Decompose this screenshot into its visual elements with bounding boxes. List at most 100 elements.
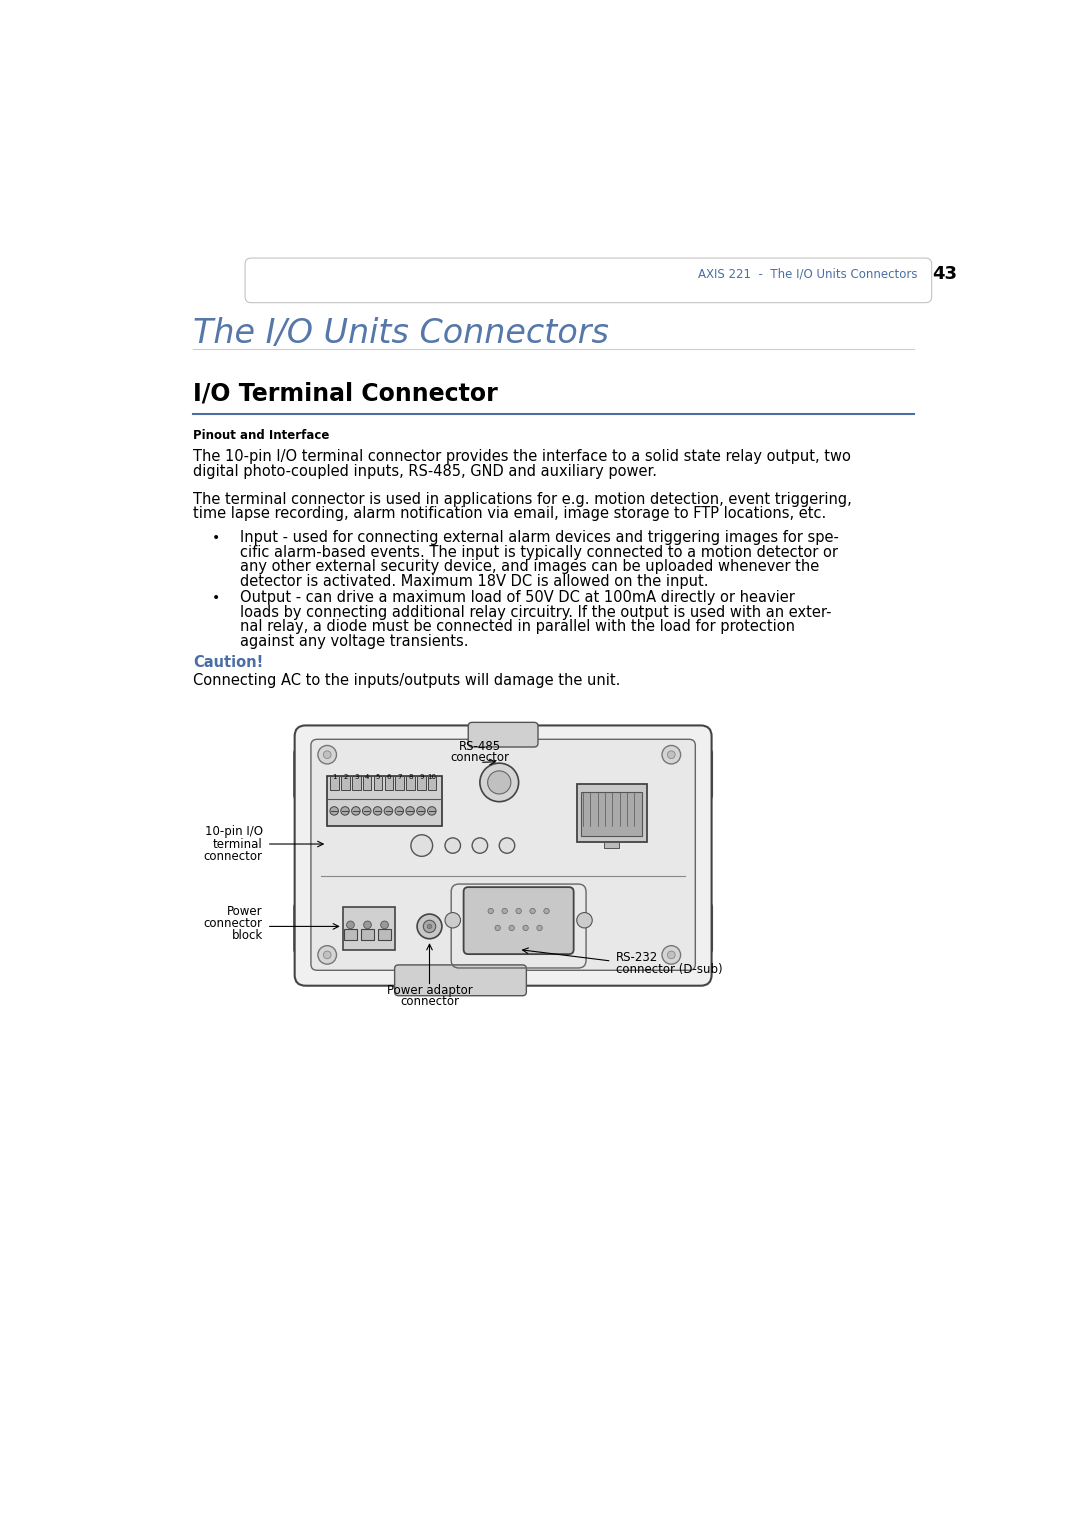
Circle shape (406, 807, 415, 814)
Text: Power: Power (227, 905, 262, 917)
Text: connector: connector (400, 995, 459, 1007)
Circle shape (410, 834, 433, 856)
FancyBboxPatch shape (688, 749, 713, 799)
Circle shape (509, 926, 514, 931)
FancyBboxPatch shape (311, 740, 696, 970)
Circle shape (364, 921, 372, 929)
Bar (352, 776, 361, 790)
Bar (345, 929, 356, 940)
Circle shape (530, 908, 536, 914)
Circle shape (417, 914, 442, 938)
FancyBboxPatch shape (245, 258, 932, 303)
Circle shape (323, 750, 332, 758)
Text: •: • (213, 530, 220, 544)
Text: 6: 6 (387, 775, 391, 779)
Bar (378, 929, 391, 940)
Text: digital photo-coupled inputs, RS-485, GND and auxiliary power.: digital photo-coupled inputs, RS-485, GN… (193, 465, 657, 478)
Bar (341, 776, 350, 790)
Circle shape (544, 908, 550, 914)
Text: connector: connector (450, 752, 510, 764)
Bar (384, 776, 393, 790)
Circle shape (662, 946, 680, 964)
FancyBboxPatch shape (463, 888, 573, 953)
Bar (342, 908, 395, 949)
Bar (327, 776, 442, 827)
Bar (428, 776, 436, 790)
Bar (363, 776, 372, 790)
FancyBboxPatch shape (469, 723, 538, 747)
Circle shape (667, 750, 675, 758)
Circle shape (445, 912, 460, 927)
Text: •: • (213, 591, 220, 605)
Text: 5: 5 (376, 775, 380, 779)
Text: terminal: terminal (213, 837, 262, 851)
Text: cific alarm-based events. The input is typically connected to a motion detector : cific alarm-based events. The input is t… (240, 544, 838, 559)
FancyBboxPatch shape (295, 726, 712, 986)
Text: 10-pin I/O: 10-pin I/O (205, 825, 262, 839)
Text: 10: 10 (428, 775, 436, 779)
Circle shape (667, 950, 675, 958)
Text: 2: 2 (343, 775, 348, 779)
Circle shape (318, 746, 337, 764)
Circle shape (488, 908, 494, 914)
Text: I/O Terminal Connector: I/O Terminal Connector (193, 382, 498, 405)
Text: 8: 8 (408, 775, 413, 779)
Text: connector: connector (204, 917, 262, 931)
Circle shape (417, 807, 426, 814)
Text: block: block (231, 929, 262, 943)
Text: The 10-pin I/O terminal connector provides the interface to a solid state relay : The 10-pin I/O terminal connector provid… (193, 449, 851, 465)
Text: against any voltage transients.: against any voltage transients. (240, 634, 468, 649)
Text: Caution!: Caution! (193, 656, 264, 669)
Circle shape (523, 926, 528, 931)
Bar (406, 776, 415, 790)
Text: AXIS 221  -  The I/O Units Connectors: AXIS 221 - The I/O Units Connectors (699, 267, 918, 281)
Circle shape (318, 946, 337, 964)
Circle shape (352, 807, 360, 814)
Bar (395, 776, 404, 790)
Circle shape (323, 950, 332, 958)
Text: The I/O Units Connectors: The I/O Units Connectors (193, 316, 609, 350)
Bar (604, 842, 619, 848)
Circle shape (445, 837, 460, 853)
Circle shape (488, 770, 511, 795)
Text: Power adaptor: Power adaptor (387, 984, 472, 996)
Text: 7: 7 (397, 775, 402, 779)
Bar (330, 776, 339, 790)
Text: Pinout and Interface: Pinout and Interface (193, 429, 329, 442)
Bar (577, 784, 647, 842)
Text: Connecting AC to the inputs/outputs will damage the unit.: Connecting AC to the inputs/outputs will… (193, 674, 621, 688)
Circle shape (428, 807, 436, 814)
Circle shape (472, 837, 488, 853)
Text: connector (D-sub): connector (D-sub) (616, 963, 723, 976)
FancyBboxPatch shape (294, 749, 319, 799)
Text: nal relay, a diode must be connected in parallel with the load for protection: nal relay, a diode must be connected in … (240, 619, 795, 634)
Circle shape (423, 920, 435, 932)
Circle shape (577, 912, 592, 927)
Bar (362, 929, 374, 940)
Circle shape (516, 908, 522, 914)
Text: RS-232: RS-232 (616, 950, 658, 964)
Text: RS-485: RS-485 (459, 741, 501, 753)
Circle shape (374, 807, 382, 814)
Text: detector is activated. Maximum 18V DC is allowed on the input.: detector is activated. Maximum 18V DC is… (240, 575, 708, 588)
FancyBboxPatch shape (688, 903, 713, 953)
Bar (581, 792, 642, 836)
Circle shape (480, 762, 518, 802)
Text: Output - can drive a maximum load of 50V DC at 100mA directly or heavier: Output - can drive a maximum load of 50V… (240, 590, 795, 605)
Circle shape (499, 837, 515, 853)
Bar (374, 776, 382, 790)
Text: connector: connector (204, 850, 262, 863)
Text: Input - used for connecting external alarm devices and triggering images for spe: Input - used for connecting external ala… (240, 530, 838, 545)
Circle shape (380, 921, 389, 929)
Circle shape (363, 807, 372, 814)
Text: time lapse recording, alarm notification via email, image storage to FTP locatio: time lapse recording, alarm notification… (193, 506, 826, 521)
Text: 3: 3 (354, 775, 359, 779)
Circle shape (347, 921, 354, 929)
Text: loads by connecting additional relay circuitry. If the output is used with an ex: loads by connecting additional relay cir… (240, 605, 832, 620)
FancyBboxPatch shape (394, 964, 526, 996)
Circle shape (495, 926, 500, 931)
Circle shape (384, 807, 393, 814)
Text: 43: 43 (932, 266, 957, 283)
Circle shape (502, 908, 508, 914)
Circle shape (537, 926, 542, 931)
